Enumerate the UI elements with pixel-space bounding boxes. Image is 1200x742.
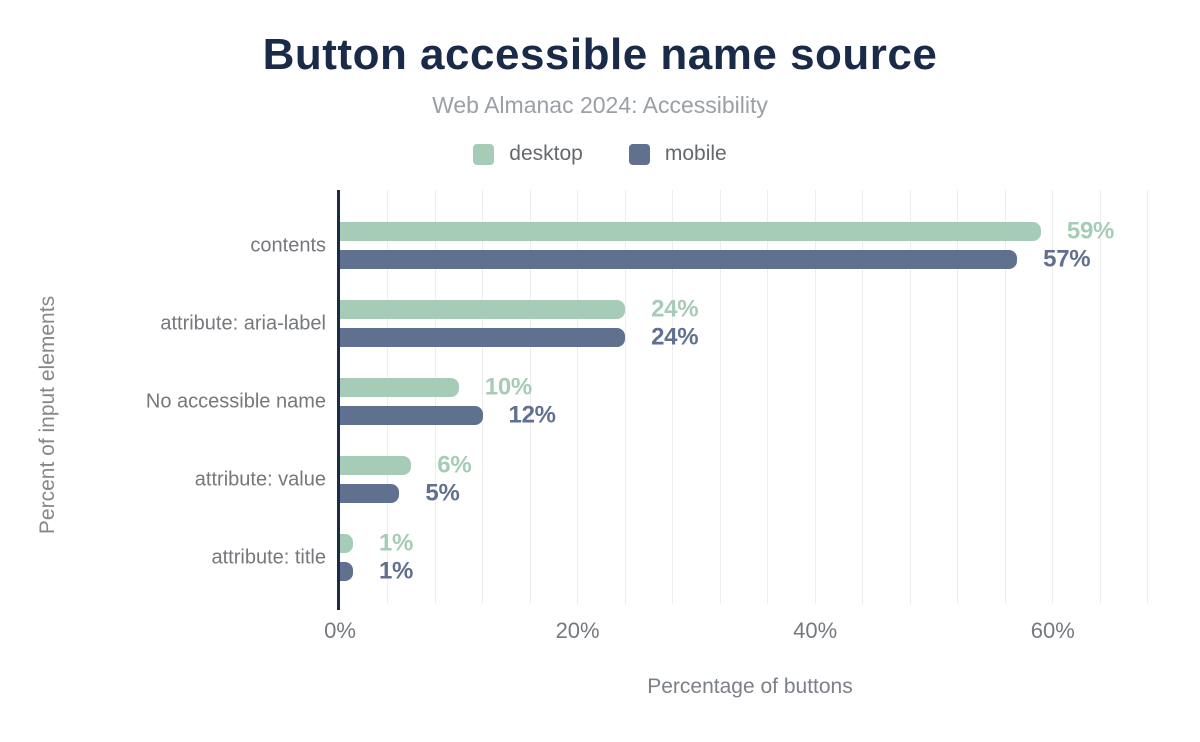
bar-mobile <box>340 328 626 347</box>
bar-mobile <box>340 484 400 503</box>
value-label-desktop: 6% <box>437 450 472 478</box>
legend-item-desktop: desktop <box>473 142 583 166</box>
gridline <box>767 190 768 604</box>
x-tick-label: 40% <box>793 618 838 643</box>
gridline <box>909 190 911 604</box>
gridline <box>1147 190 1148 604</box>
x-tick-label: 0% <box>324 618 356 643</box>
chart-subtitle: Web Almanac 2024: Accessibility <box>432 92 768 118</box>
bar-desktop <box>340 300 626 319</box>
value-label-mobile: 12% <box>508 400 556 428</box>
value-label-mobile: 24% <box>651 322 699 350</box>
value-label-mobile: 5% <box>425 478 460 506</box>
gridline <box>1099 190 1101 604</box>
bar-desktop <box>340 534 353 553</box>
gridline <box>482 190 483 604</box>
chart-title: Button accessible name source <box>262 30 938 79</box>
bar-desktop <box>340 378 459 397</box>
category-label: No accessible name <box>145 390 326 412</box>
bar-mobile <box>340 250 1018 269</box>
bar-mobile <box>340 406 483 425</box>
y-axis-line <box>337 190 340 610</box>
x-axis-title: Percentage of buttons <box>647 675 853 698</box>
bar-desktop <box>340 222 1041 241</box>
gridline <box>672 190 673 604</box>
gridline <box>624 190 626 604</box>
gridline <box>529 190 531 604</box>
gridline <box>862 190 863 604</box>
legend-item-mobile: mobile <box>628 142 727 166</box>
gridline <box>814 190 816 604</box>
value-label-mobile: 57% <box>1043 244 1091 272</box>
gridline <box>1004 190 1006 604</box>
value-label-mobile: 1% <box>379 556 414 584</box>
legend: desktop mobile <box>0 140 1200 168</box>
value-label-desktop: 10% <box>484 372 532 400</box>
legend-label-mobile: mobile <box>664 142 727 165</box>
category-label: attribute: aria-label <box>160 312 326 334</box>
gridline <box>577 190 578 604</box>
gridline <box>719 190 721 604</box>
category-label: contents <box>250 234 326 256</box>
category-label: attribute: value <box>194 468 326 490</box>
value-label-desktop: 59% <box>1066 216 1115 244</box>
gridline <box>957 190 958 604</box>
value-label-desktop: 1% <box>379 528 414 556</box>
value-label-desktop: 24% <box>651 294 699 322</box>
gridline <box>434 190 436 604</box>
mobile-swatch-icon <box>628 143 650 165</box>
gridline <box>387 190 388 604</box>
bar-desktop <box>340 456 412 475</box>
x-tick-label: 60% <box>1030 618 1075 643</box>
category-label: attribute: title <box>211 546 326 568</box>
y-axis-title: Percent of input elements <box>36 295 59 535</box>
legend-label-desktop: desktop <box>509 142 583 165</box>
gridline <box>1052 190 1053 604</box>
bar-mobile <box>340 562 353 581</box>
desktop-swatch-icon <box>473 143 495 165</box>
x-tick-label: 20% <box>555 618 600 643</box>
